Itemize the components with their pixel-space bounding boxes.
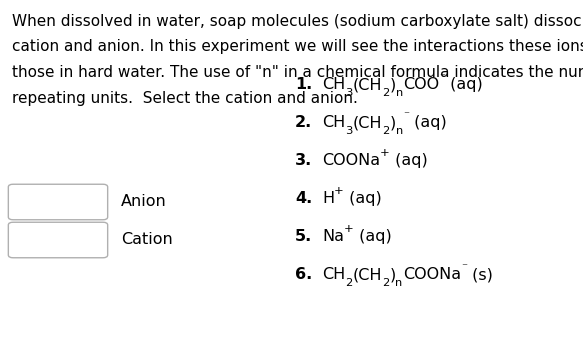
Text: ⁻: ⁻: [439, 72, 445, 82]
Text: (aq): (aq): [409, 115, 447, 130]
Text: ⁻: ⁻: [461, 262, 467, 272]
Text: 2.: 2.: [295, 115, 312, 130]
Text: (aq): (aq): [390, 153, 427, 168]
Text: 4.: 4.: [295, 191, 312, 206]
Text: ): ): [389, 267, 395, 282]
Text: n: n: [396, 126, 403, 136]
Text: 3: 3: [345, 126, 353, 136]
Text: ): ): [389, 115, 396, 130]
Text: (aq): (aq): [445, 77, 483, 92]
Text: 5.: 5.: [295, 229, 312, 244]
Text: COO: COO: [403, 77, 439, 92]
Text: Anion: Anion: [121, 194, 167, 209]
Text: When dissolved in water, soap molecules (sodium carboxylate salt) dissociate int: When dissolved in water, soap molecules …: [12, 14, 583, 29]
Text: CH: CH: [322, 77, 345, 92]
Text: 1.: 1.: [295, 77, 312, 92]
Text: Na: Na: [322, 229, 344, 244]
Text: those in hard water. The use of "n" in a chemical formula indicates the number o: those in hard water. The use of "n" in a…: [12, 65, 583, 80]
Text: 2: 2: [345, 278, 353, 288]
Text: 2: 2: [382, 126, 389, 136]
Text: n: n: [395, 278, 403, 288]
Text: 3.: 3.: [295, 153, 312, 168]
Text: ⌄: ⌄: [71, 197, 80, 207]
Text: 3: 3: [345, 88, 353, 98]
Text: +: +: [334, 186, 344, 196]
Text: cation and anion. In this experiment we will see the interactions these ions hav: cation and anion. In this experiment we …: [12, 40, 583, 54]
Text: ⁻: ⁻: [403, 110, 409, 120]
Text: H: H: [322, 191, 334, 206]
Text: (CH: (CH: [353, 115, 382, 130]
Text: (s): (s): [467, 267, 493, 282]
Text: ): ): [389, 77, 396, 92]
Text: Cation: Cation: [121, 233, 173, 247]
Text: (aq): (aq): [354, 229, 392, 244]
Text: (aq): (aq): [344, 191, 382, 206]
Text: repeating units.  Select the cation and anion.: repeating units. Select the cation and a…: [12, 90, 358, 106]
Text: 2: 2: [382, 88, 389, 98]
Text: (CH: (CH: [353, 77, 382, 92]
Text: ⌄: ⌄: [71, 235, 80, 245]
Text: n: n: [396, 88, 403, 98]
Text: (CH: (CH: [353, 267, 382, 282]
Text: COONa: COONa: [322, 153, 380, 168]
Text: 2: 2: [382, 278, 389, 288]
Text: CH: CH: [322, 115, 345, 130]
Text: 6.: 6.: [295, 267, 312, 282]
Text: COONa: COONa: [403, 267, 461, 282]
Text: CH: CH: [322, 267, 345, 282]
Text: +: +: [380, 148, 390, 158]
Text: +: +: [344, 224, 354, 234]
